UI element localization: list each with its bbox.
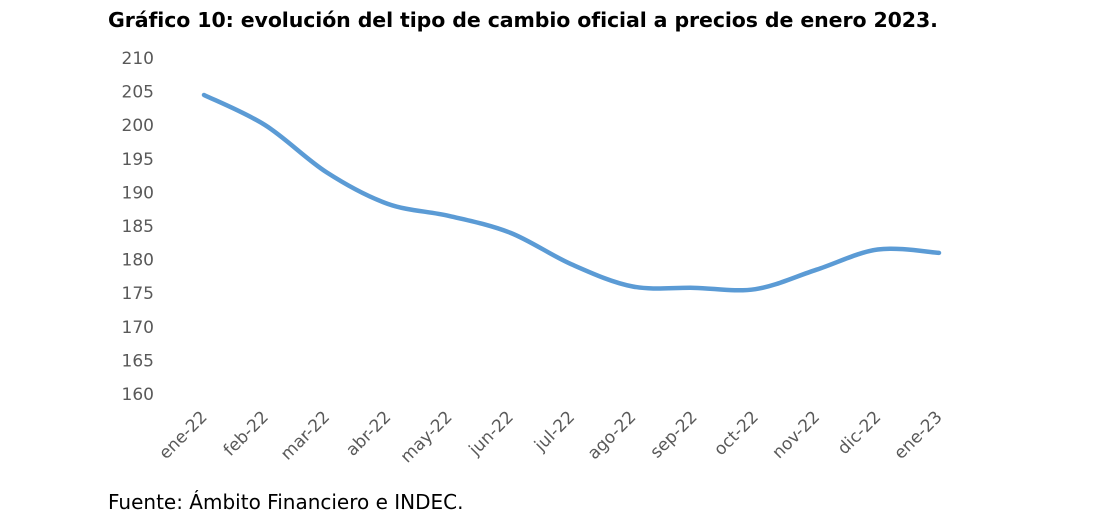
- x-tick-label: mar-22: [277, 407, 334, 464]
- x-tick-label: ene-23: [890, 407, 946, 463]
- y-axis: 160 165 170 175 180 185 190 195 200 205 210: [122, 49, 154, 405]
- y-tick-label: 210: [122, 49, 154, 69]
- y-tick-label: 175: [122, 284, 154, 304]
- chart-title: Gráfico 10: evolución del tipo de cambio…: [108, 8, 938, 32]
- x-tick-label: nov-22: [768, 407, 824, 463]
- y-tick-label: 200: [122, 116, 154, 136]
- y-tick-label: 185: [122, 217, 154, 237]
- series-line: [201, 92, 942, 293]
- x-tick-label: sep-22: [646, 407, 701, 462]
- x-tick-label: jun-22: [465, 407, 518, 460]
- source-note: Fuente: Ámbito Financiero e INDEC.: [108, 490, 464, 514]
- x-tick-label: feb-22: [220, 407, 273, 460]
- x-tick-label: may-22: [397, 407, 457, 467]
- series-layer: [201, 92, 942, 293]
- y-tick-label: 160: [122, 385, 154, 405]
- x-tick-label: ene-22: [155, 407, 211, 463]
- y-tick-label: 170: [122, 318, 154, 338]
- x-tick-label: oct-22: [710, 407, 762, 459]
- x-axis: ene-22 feb-22 mar-22 abr-22 may-22 jun-22 jul-…: [155, 407, 946, 467]
- x-tick-label: abr-22: [342, 407, 395, 460]
- x-tick-label: dic-22: [834, 407, 885, 458]
- x-tick-label: jul-22: [530, 407, 579, 456]
- y-tick-label: 205: [122, 83, 154, 103]
- y-tick-label: 195: [122, 150, 154, 170]
- x-tick-label: ago-22: [584, 407, 640, 463]
- y-tick-label: 190: [122, 183, 154, 203]
- y-tick-label: 180: [122, 251, 154, 271]
- y-tick-label: 165: [122, 351, 154, 371]
